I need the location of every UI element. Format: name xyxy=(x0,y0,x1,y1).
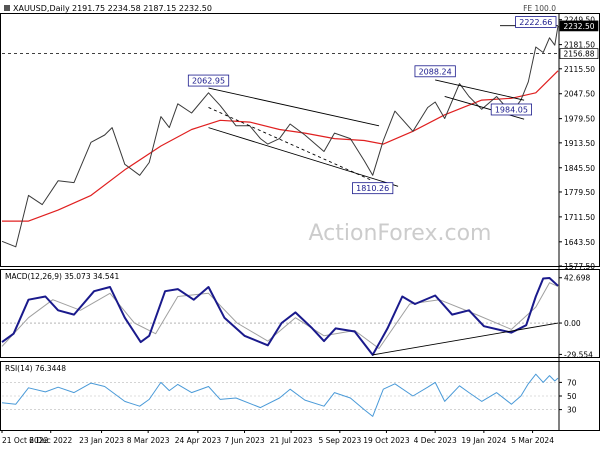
price-marker-label: 2156.88 xyxy=(563,50,594,59)
annotation-box xyxy=(352,182,394,195)
annotation-box xyxy=(187,74,230,87)
price-ytick-label: 1979.50 xyxy=(564,115,595,124)
price-ytick-label: 1845.50 xyxy=(564,164,595,173)
price-ytick-label: 1779.50 xyxy=(564,188,595,197)
chart-title: XAUUSD,Daily xyxy=(13,4,70,13)
annotation-label: 2222.66 xyxy=(519,18,552,27)
x-tick-label: 19 Oct 2023 xyxy=(363,436,410,445)
x-tick-label: 7 Jun 2023 xyxy=(224,436,265,445)
macd-ytick-label: 42.698 xyxy=(564,274,590,283)
rsi-ytick-label: 30 xyxy=(567,406,577,415)
x-tick-label: 23 Jan 2023 xyxy=(79,436,124,445)
symbol-marker-icon xyxy=(4,5,10,11)
macd-signal-line xyxy=(1,282,559,349)
annotation-box xyxy=(515,16,557,28)
price-ytick-label: 2115.50 xyxy=(564,65,595,74)
price-ytick-label: 1711.50 xyxy=(564,213,595,222)
annotation-label: 2088.24 xyxy=(419,67,452,76)
x-tick-label: 4 Dec 2023 xyxy=(414,436,457,445)
price-ytick-label: 1643.50 xyxy=(564,238,595,247)
price-trendline xyxy=(435,79,525,101)
price-trendline xyxy=(208,107,373,182)
x-tick-label: 5 Mar 2024 xyxy=(511,436,554,445)
price-trendline xyxy=(208,127,399,187)
rsi-label: RSI(14) 76.3448 xyxy=(5,364,66,373)
macd-line xyxy=(1,277,559,356)
ohlc-readout: 2191.75 2234.58 2187.15 2232.50 xyxy=(72,4,212,13)
price-ytick-label: 1913.50 xyxy=(564,139,595,148)
price-panel-frame xyxy=(0,13,600,267)
price-trendline xyxy=(208,87,380,127)
x-tick-label: 21 Jul 2023 xyxy=(270,436,313,445)
x-tick-label: 6 Dec 2022 xyxy=(29,436,72,445)
macd-ytick-label: -29.554 xyxy=(564,350,593,359)
ma-line xyxy=(2,70,559,222)
annotation-label: 1810.26 xyxy=(356,184,389,193)
x-tick-label: 8 Mar 2023 xyxy=(127,436,170,445)
macd-panel-frame xyxy=(0,269,600,358)
price-marker-box xyxy=(559,20,599,32)
watermark-text: ActionForex.com xyxy=(309,221,492,246)
x-tick-label: 21 Oct 2022 xyxy=(2,436,49,445)
macd-label: MACD(12,26,9) 35.073 34.541 xyxy=(5,272,119,281)
x-tick-label: 19 Jan 2024 xyxy=(461,436,506,445)
annotation-box xyxy=(490,103,533,116)
fe-label: FE 100.0 xyxy=(523,4,556,13)
price-marker-box xyxy=(559,48,599,59)
x-tick-label: 24 Apr 2023 xyxy=(175,436,222,445)
rsi-line xyxy=(1,373,559,417)
price-ytick-label: 2181.50 xyxy=(564,41,595,50)
annotation-label: 2062.95 xyxy=(192,77,225,86)
annotation-box xyxy=(414,65,456,78)
x-tick-label: 5 Sep 2023 xyxy=(318,436,361,445)
price-ytick-label: 1577.50 xyxy=(564,262,595,271)
price-ytick-label: 2249.50 xyxy=(564,16,595,25)
price-ytick-label: 2047.50 xyxy=(564,90,595,99)
rsi-ytick-label: 70 xyxy=(567,378,577,387)
price-trendline xyxy=(444,96,525,120)
price-line xyxy=(1,25,559,248)
rsi-ytick-label: 50 xyxy=(567,392,577,401)
price-marker-label: 2232.50 xyxy=(563,22,594,31)
macd-trendline xyxy=(372,322,559,356)
annotation-label: 1984.05 xyxy=(495,105,528,114)
macd-ytick-label: 0.00 xyxy=(564,319,581,328)
